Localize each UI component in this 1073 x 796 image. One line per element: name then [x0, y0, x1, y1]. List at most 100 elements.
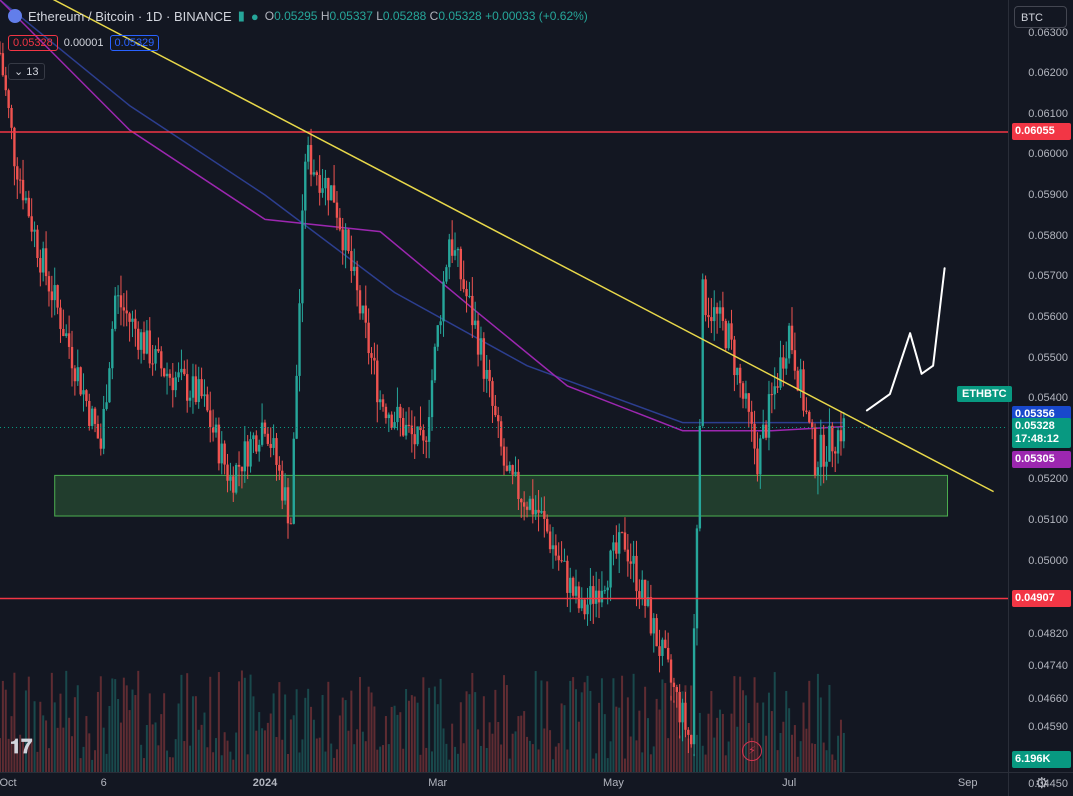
time-tick-label: Sep: [957, 777, 978, 789]
tradingview-logo-icon: 𝟏𝟕: [10, 736, 33, 758]
volume-bar: [33, 701, 36, 772]
volume-bar: [96, 691, 99, 772]
candle-body: [566, 560, 569, 593]
candle-body: [701, 279, 704, 426]
volume-bar: [281, 739, 284, 772]
volume-bar: [428, 687, 431, 772]
candle-body: [292, 438, 295, 524]
volume-bar: [191, 696, 194, 772]
time-axis[interactable]: Oct 6 2024 Mar May Jul Sep: [0, 772, 1008, 796]
candle-body: [534, 509, 537, 515]
candle-body: [834, 451, 837, 454]
candle-body: [664, 639, 667, 648]
volume-bar: [298, 752, 301, 772]
candle-body: [615, 542, 618, 554]
candle-body: [759, 438, 762, 475]
candle-body: [620, 532, 624, 534]
volume-bar: [327, 681, 330, 772]
volume-bar: [407, 700, 410, 772]
candle-body: [476, 320, 480, 355]
volume-bar: [122, 677, 125, 772]
volume-bar: [99, 676, 102, 772]
candle-body: [733, 339, 736, 376]
volume-bar: [168, 757, 171, 772]
volume-bar: [125, 685, 128, 772]
chart-plot-area[interactable]: [0, 0, 1008, 772]
candle-body: [206, 394, 209, 411]
candle-body: [315, 172, 318, 176]
volume-bar: [819, 697, 822, 772]
candle-body: [355, 266, 359, 291]
volume-bar: [698, 712, 701, 772]
volume-bar: [675, 690, 678, 772]
time-tick-label: Jul: [782, 777, 797, 789]
candle-body: [137, 328, 140, 350]
price-axis[interactable]: 0.06300 0.06200 0.06100 0.06000 0.05900 0.058…: [1008, 0, 1073, 790]
volume-bar: [68, 717, 71, 772]
volume-bar: [785, 690, 788, 772]
volume-bar: [793, 725, 796, 772]
candle-body: [10, 108, 13, 128]
candle-body: [750, 411, 753, 424]
volume-bar: [724, 755, 727, 772]
candle-body: [79, 367, 82, 395]
chart-title: Ethereum / Bitcoin · 1D · BINANCE: [28, 8, 232, 24]
ask-button[interactable]: 0.05329: [109, 35, 160, 51]
candle-body: [439, 321, 442, 326]
level-price-tag: 0.04907: [1012, 589, 1071, 607]
candle-body: [842, 418, 846, 442]
volume-bar: [289, 719, 292, 772]
candle-body: [370, 353, 373, 358]
candle-body: [269, 443, 272, 448]
volume-bar: [82, 746, 85, 772]
candle-body: [226, 464, 229, 481]
volume-bar: [102, 727, 105, 772]
volume-bar: [537, 749, 540, 772]
chevron-down-icon: ⌄: [14, 66, 24, 78]
moving-average-fast: [0, 0, 844, 432]
candle-body: [453, 250, 457, 256]
market-status-icon: ●: [250, 8, 259, 24]
bid-button[interactable]: 0.05328: [8, 35, 58, 51]
chart-legend: Ethereum / Bitcoin · 1D · BINANCE ▮ ● O0…: [8, 8, 588, 24]
candle-body: [718, 307, 722, 314]
volume-bar: [474, 692, 477, 772]
volume-bar: [258, 712, 261, 772]
flag-icon[interactable]: ▮: [237, 8, 245, 23]
candle-body: [73, 368, 77, 382]
candle-body: [520, 498, 523, 503]
volume-bar: [27, 676, 30, 772]
candle-body: [828, 425, 831, 462]
volume-bar: [131, 689, 134, 772]
volume-bar: [292, 715, 295, 772]
volume-bar: [183, 741, 186, 772]
candle-body: [635, 555, 638, 592]
candle-body: [402, 417, 405, 436]
volume-bar: [197, 729, 200, 772]
candle-body: [53, 285, 56, 301]
volume-bar: [456, 753, 459, 772]
candle-body: [727, 323, 730, 349]
volume-bar: [543, 728, 546, 772]
volume-bar: [232, 759, 235, 772]
volume-bar: [520, 715, 523, 772]
candle-body: [111, 328, 114, 369]
volume-bar: [445, 743, 448, 772]
volume-bar: [635, 740, 638, 772]
volume-bar: [667, 738, 670, 772]
settings-icon[interactable]: ⚙: [1035, 775, 1049, 792]
candle-body: [364, 305, 367, 323]
volume-bar: [629, 736, 632, 772]
level-price-tag: 0.06055: [1012, 123, 1071, 141]
volume-bar: [7, 738, 10, 772]
volume-bar: [370, 692, 373, 772]
volume-bar: [802, 702, 805, 772]
indicators-toggle-button[interactable]: ⌄ 13: [8, 63, 45, 80]
currency-button[interactable]: BTC: [1014, 6, 1067, 28]
volume-bar: [837, 735, 840, 772]
volume-bar: [713, 737, 716, 772]
candle-body: [764, 424, 768, 438]
candle-body: [160, 351, 163, 369]
volume-bar: [727, 741, 730, 772]
lightning-icon[interactable]: ⚡: [742, 741, 762, 761]
